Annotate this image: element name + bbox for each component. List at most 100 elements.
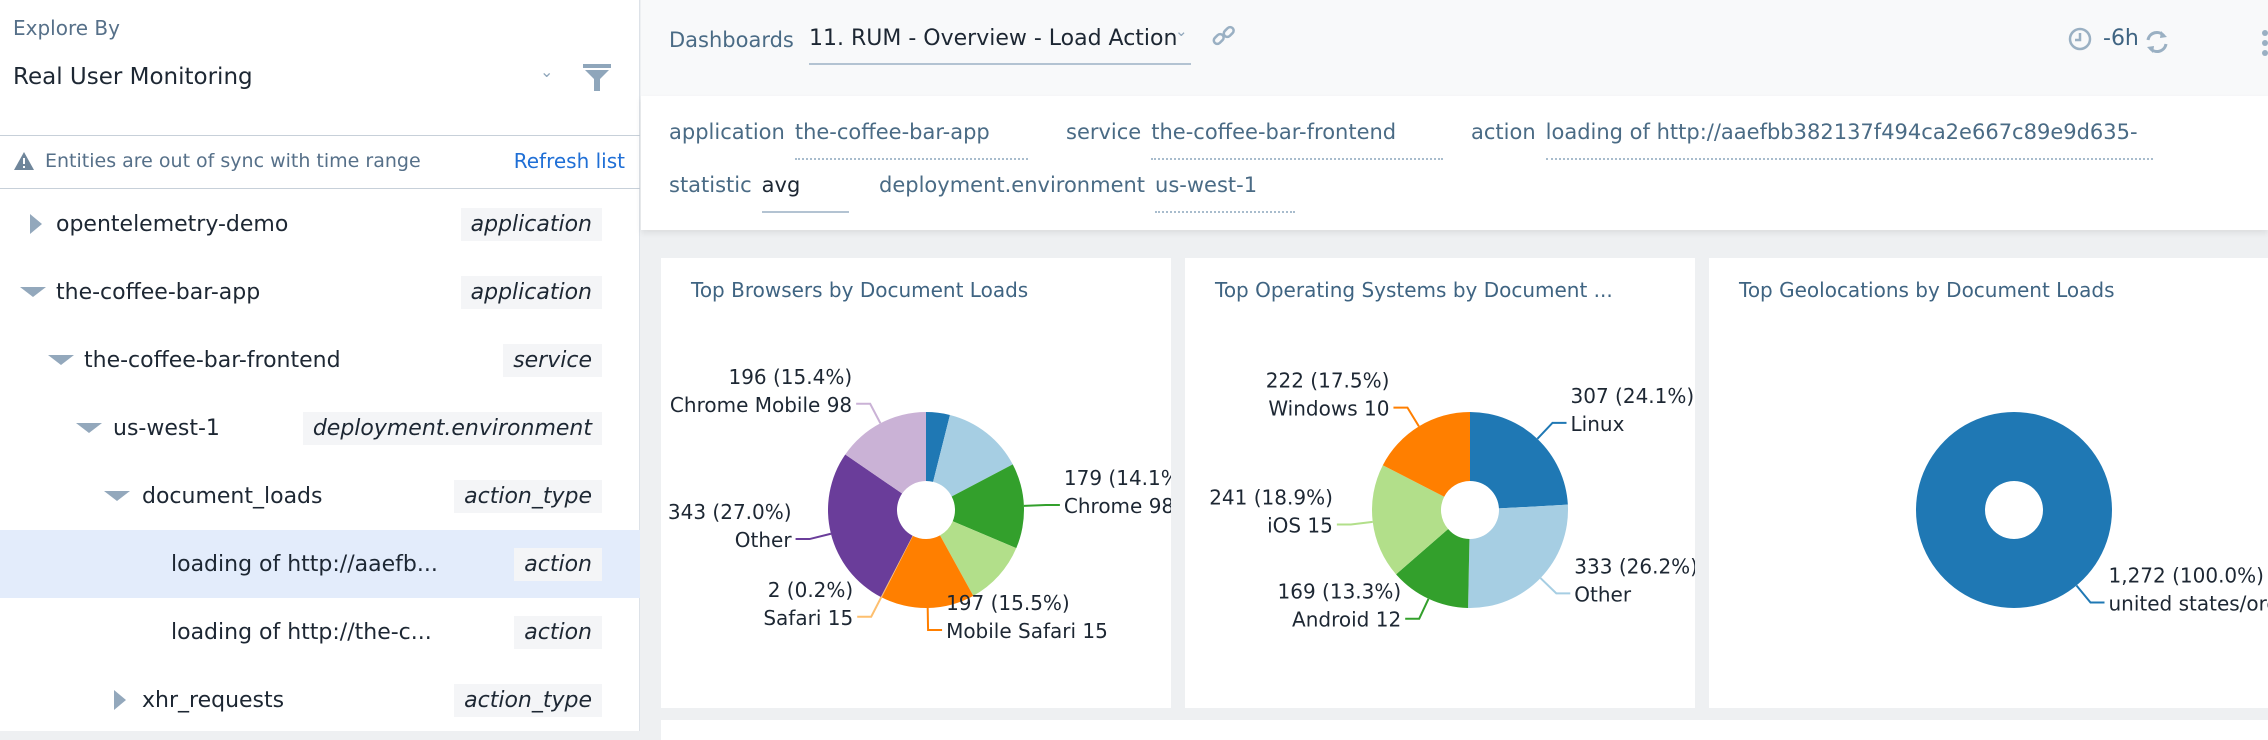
pie-slice[interactable] [933,414,1013,497]
tree-item-name[interactable]: opentelemetry-demo [56,211,289,237]
slice-name: Safari 15 [763,606,853,630]
tree-row[interactable]: document_loads action_type [0,462,640,530]
time-range-button[interactable]: -6h [2103,26,2139,51]
caret-right-icon[interactable] [30,214,42,234]
pie-slice[interactable] [951,464,1024,549]
panel-title[interactable]: Top Browsers by Document Loads [691,278,1029,302]
filter-application: application the-coffee-bar-app [669,120,1028,160]
pie-slice[interactable] [881,535,974,608]
chevron-down-icon[interactable]: ⌄ [1175,22,1188,40]
slice-value: 197 (15.5%) [946,591,1070,615]
tree-item-name[interactable]: us-west-1 [113,415,220,441]
link-icon[interactable] [1211,24,1237,50]
tree-row[interactable]: xhr_requests action_type [0,666,640,734]
tree-item-name[interactable]: loading of http://aaefb... [171,551,438,577]
filter-statistic-value[interactable]: avg [761,173,849,213]
caret-down-icon[interactable] [76,423,102,433]
caret-down-icon[interactable] [48,355,74,365]
refresh-icon[interactable] [2143,28,2171,56]
panel-title[interactable]: Top Geolocations by Document Loads [1739,278,2115,302]
panel-top-os: Top Operating Systems by Document ... 30… [1185,258,1695,708]
pie-slice[interactable] [1382,412,1470,497]
tree-item-name[interactable]: loading of http://the-c... [171,619,432,645]
slice-name: Chrome Mobile 98 [670,393,852,417]
filter-action-value[interactable]: loading of http://aaefbb382137f494ca2e66… [1545,120,2153,160]
tree-item-name[interactable]: the-coffee-bar-app [56,279,261,305]
slice-value: 196 (15.4%) [728,365,852,389]
filter-environment: deployment.environment us-west-1 [879,173,1296,213]
slice-label: 333 (26.2%) Other [1574,554,1695,606]
label-leader-line [2075,584,2105,604]
slice-name: Other [735,528,793,552]
filter-bar: application the-coffee-bar-app service the… [641,96,2268,230]
explore-by-select[interactable]: Real User Monitoring [13,64,253,90]
panel-title[interactable]: Top Operating Systems by Document ... [1215,278,1613,302]
pie-slice[interactable] [828,454,913,597]
tree-item-name[interactable]: xhr_requests [142,687,285,713]
label-leader-line [1023,503,1060,507]
entity-type-badge: action [514,615,602,649]
tree-row[interactable]: loading of http://aaefb... action [0,530,640,598]
slice-name: Chrome 98 [1064,494,1171,518]
caret-right-icon[interactable] [114,690,126,710]
entity-type-badge: application [460,275,602,309]
chevron-down-icon[interactable]: ⌄ [540,62,554,81]
slice-value: 1,272 (100.0%) [2108,563,2263,587]
filter-environment-value[interactable]: us-west-1 [1155,173,1296,213]
clock-icon[interactable] [2068,27,2092,51]
label-leader-line [1405,598,1430,620]
pie-slice[interactable] [1372,465,1449,575]
label-leader-line [1539,577,1571,595]
slice-label: 343 (27.0%) Other [668,500,792,552]
pie-slice[interactable] [1470,412,1568,509]
label-leader-line [856,402,882,424]
tree-row[interactable]: opentelemetry-demo application [0,190,640,258]
label-leader-line [1336,520,1373,526]
pie-slice[interactable] [926,412,950,482]
slice-label: 241 (18.9%) iOS 15 [1209,485,1333,537]
slice-value: 333 (26.2%) [1574,554,1695,578]
slice-value: 2 (0.2%) [768,578,854,602]
filter-icon[interactable] [582,64,612,92]
tree-row[interactable]: the-coffee-bar-frontend service [0,326,640,394]
os-pie-chart: 307 (24.1%) Linux 333 (26.2%) Other 169 (13.… [1209,369,1695,632]
dashboards-breadcrumb[interactable]: Dashboards [669,28,794,52]
panel-top-browsers: Top Browsers by Document Loads 179 (14.1… [661,258,1171,708]
filter-key: deployment.environment [879,173,1146,197]
tree-item-name[interactable]: document_loads [142,483,323,509]
caret-down-icon[interactable] [104,491,130,501]
slice-name: Other [1574,582,1632,606]
refresh-list-link[interactable]: Refresh list [513,149,625,173]
slice-name: Android 12 [1292,608,1401,632]
pie-slice[interactable] [880,535,913,598]
slice-value: 307 (24.1%) [1571,384,1695,408]
dashboard-header: Dashboards 11. RUM - Overview - Load Act… [641,0,2268,96]
slice-label: 2 (0.2%) Safari 15 [763,578,853,630]
slice-label: 222 (17.5%) Windows 10 [1266,369,1390,421]
caret-down-icon[interactable] [20,287,46,297]
warning-text: Entities are out of sync with time range [45,150,421,172]
tree-row[interactable]: the-coffee-bar-app application [0,258,640,326]
dashboard-select[interactable]: 11. RUM - Overview - Load Action [809,26,1191,65]
label-leader-line [857,596,883,618]
filter-service-value[interactable]: the-coffee-bar-frontend [1151,120,1444,160]
slice-label: 196 (15.4%) Chrome Mobile 98 [670,365,852,417]
divider [0,135,640,136]
filter-application-value[interactable]: the-coffee-bar-app [794,120,1028,160]
more-options-icon[interactable] [2262,30,2268,60]
pie-slice[interactable] [1396,529,1470,608]
slice-value: 241 (18.9%) [1209,485,1333,509]
slice-name: Linux [1571,412,1625,436]
pie-slice[interactable] [940,521,1017,596]
tree-item-name[interactable]: the-coffee-bar-frontend [84,347,341,373]
pie-slice[interactable] [1915,412,2112,608]
filter-key: statistic [669,173,752,197]
tree-row[interactable]: us-west-1 deployment.environment [0,394,640,462]
pie-slice[interactable] [1468,504,1568,608]
label-leader-line [1536,421,1567,440]
geo-pie-chart: 1,272 (100.0%) united states/oregon [1915,412,2268,615]
slice-value: 169 (13.3%) [1278,580,1402,604]
slice-name: Mobile Safari 15 [946,619,1108,643]
tree-row[interactable]: loading of http://the-c... action [0,598,640,666]
pie-slice[interactable] [845,412,926,494]
